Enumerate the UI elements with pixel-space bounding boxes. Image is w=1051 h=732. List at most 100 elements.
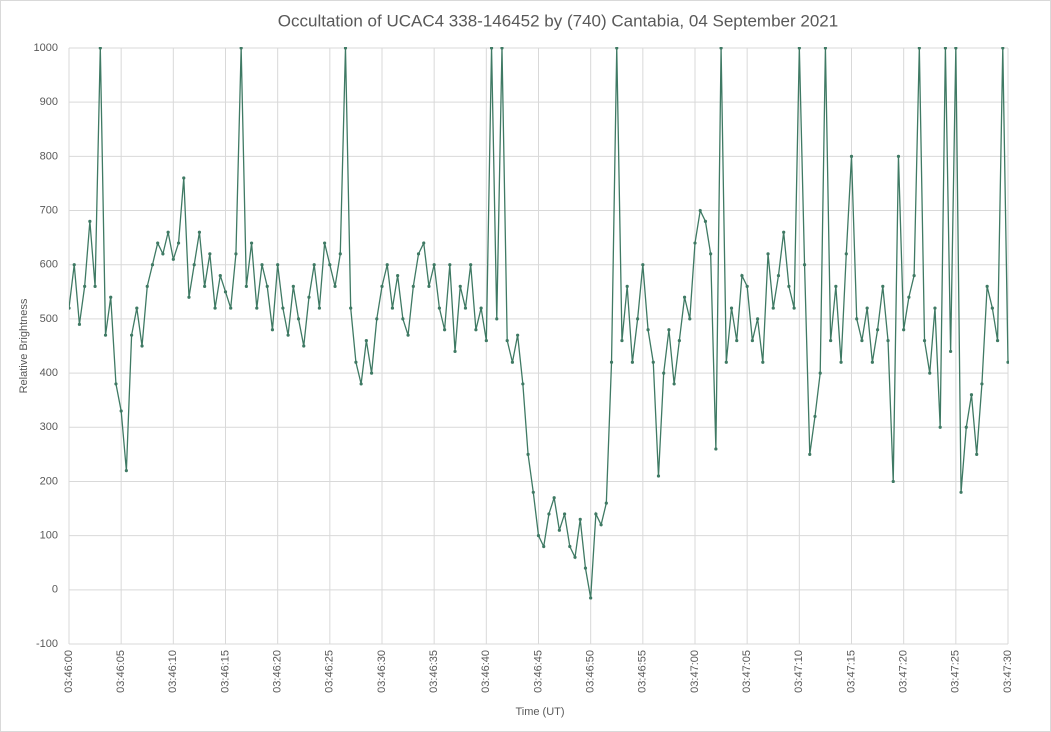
data-point: [975, 452, 979, 456]
data-point: [672, 382, 676, 386]
data-point: [489, 47, 494, 50]
data-point: [109, 295, 113, 299]
data-point: [187, 295, 191, 299]
data-point: [949, 349, 953, 354]
data-point: [432, 263, 436, 267]
data-point: [594, 512, 598, 516]
data-point: [114, 382, 118, 386]
data-point: [641, 263, 645, 267]
data-point: [902, 328, 906, 332]
x-tick-label: 03:46:20: [272, 650, 284, 693]
data-point: [103, 333, 108, 337]
data-point: [484, 338, 488, 343]
x-tick-label: 03:47:15: [845, 650, 857, 693]
data-point: [688, 317, 692, 321]
data-point: [333, 284, 337, 288]
x-tick-label: 03:46:15: [219, 650, 231, 693]
data-point: [416, 252, 421, 256]
data-point: [531, 490, 535, 494]
data-point: [463, 306, 468, 310]
y-tick-label: 0: [52, 584, 58, 596]
data-point: [693, 241, 697, 245]
x-tick-label: 03:46:55: [637, 650, 649, 693]
data-point: [917, 47, 921, 50]
data-point: [130, 333, 134, 337]
data-point: [969, 393, 974, 397]
data-point: [604, 501, 608, 505]
data-point: [891, 479, 895, 484]
data-point: [453, 349, 457, 354]
data-point: [568, 544, 572, 549]
data-point: [500, 47, 504, 50]
data-point: [176, 241, 181, 245]
data-point: [735, 338, 739, 343]
data-point: [552, 496, 556, 500]
data-point: [714, 447, 718, 451]
data-point: [703, 219, 708, 223]
x-axis-label: Time (UT): [515, 706, 564, 718]
data-point: [740, 273, 744, 278]
data-point: [797, 47, 801, 50]
data-point: [396, 273, 400, 278]
data-point: [1001, 47, 1005, 50]
y-tick-label: -100: [36, 638, 58, 650]
data-point: [682, 295, 687, 299]
data-point: [166, 230, 170, 234]
data-point: [792, 306, 796, 310]
data-point: [182, 176, 186, 180]
data-point: [787, 284, 791, 288]
data-point: [474, 328, 478, 332]
data-point: [995, 338, 1000, 343]
x-tick-label: 03:47:25: [950, 650, 962, 693]
data-point: [536, 534, 541, 538]
y-tick-label: 200: [40, 475, 58, 487]
data-point: [286, 333, 290, 337]
data-point: [72, 263, 76, 267]
data-point: [276, 263, 280, 267]
data-point: [380, 284, 384, 288]
data-point: [839, 360, 843, 364]
data-point: [77, 322, 82, 326]
data-point: [855, 317, 859, 321]
data-point: [625, 284, 629, 288]
data-point: [218, 273, 222, 278]
data-point: [589, 596, 593, 600]
data-point: [443, 328, 447, 332]
data-point: [709, 252, 713, 256]
data-point: [338, 252, 342, 256]
data-point: [260, 263, 264, 267]
y-tick-label: 800: [40, 150, 58, 162]
data-point: [349, 306, 353, 310]
data-point: [667, 328, 671, 332]
data-point: [265, 284, 269, 288]
data-point: [865, 306, 869, 310]
data-point: [578, 517, 582, 521]
data-point: [1006, 360, 1009, 364]
data-point: [328, 263, 332, 267]
x-tick-label: 03:46:35: [428, 650, 440, 693]
data-point: [98, 47, 102, 50]
data-point: [907, 295, 911, 299]
data-point: [192, 263, 196, 267]
data-point: [719, 47, 723, 50]
data-point: [156, 241, 160, 245]
data-point: [766, 252, 770, 256]
data-point: [698, 208, 702, 213]
data-point: [912, 273, 916, 278]
data-point: [938, 425, 942, 429]
data-point: [729, 306, 734, 310]
x-tick-label: 03:46:25: [324, 650, 336, 693]
data-point: [323, 241, 327, 245]
x-tick-label: 03:46:05: [115, 650, 127, 693]
data-point: [255, 306, 259, 310]
x-tick-label: 03:46:40: [480, 650, 492, 693]
data-point: [343, 47, 348, 50]
data-point: [933, 306, 937, 310]
x-tick-label: 03:46:50: [585, 650, 597, 693]
data-point: [573, 555, 577, 559]
data-point: [145, 284, 149, 288]
data-point: [813, 414, 817, 419]
data-point: [469, 263, 473, 267]
data-point: [223, 290, 228, 294]
